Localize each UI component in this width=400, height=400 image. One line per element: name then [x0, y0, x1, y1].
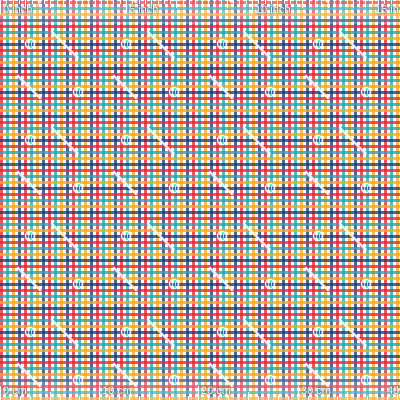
gingham-fabric-swatch	[0, 0, 400, 400]
baseball-motif-overlay	[0, 0, 400, 400]
